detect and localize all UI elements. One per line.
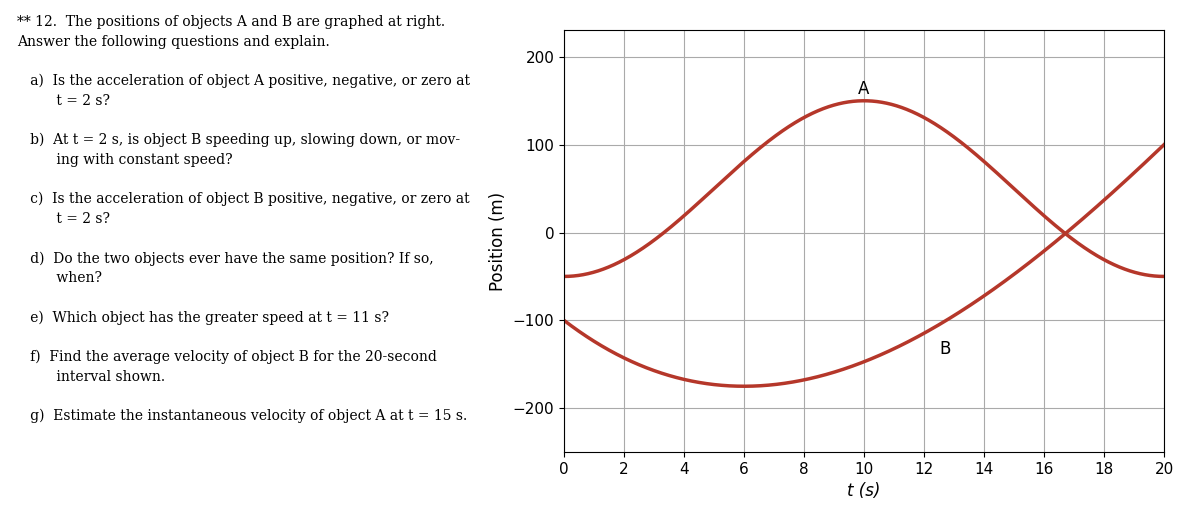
X-axis label: t (s): t (s)	[847, 483, 881, 500]
Text: A: A	[858, 80, 869, 98]
Text: B: B	[940, 340, 950, 358]
Text: ** 12.  The positions of objects A and B are graphed at right.
Answer the follow: ** 12. The positions of objects A and B …	[17, 15, 470, 423]
Y-axis label: Position (m): Position (m)	[490, 192, 508, 291]
